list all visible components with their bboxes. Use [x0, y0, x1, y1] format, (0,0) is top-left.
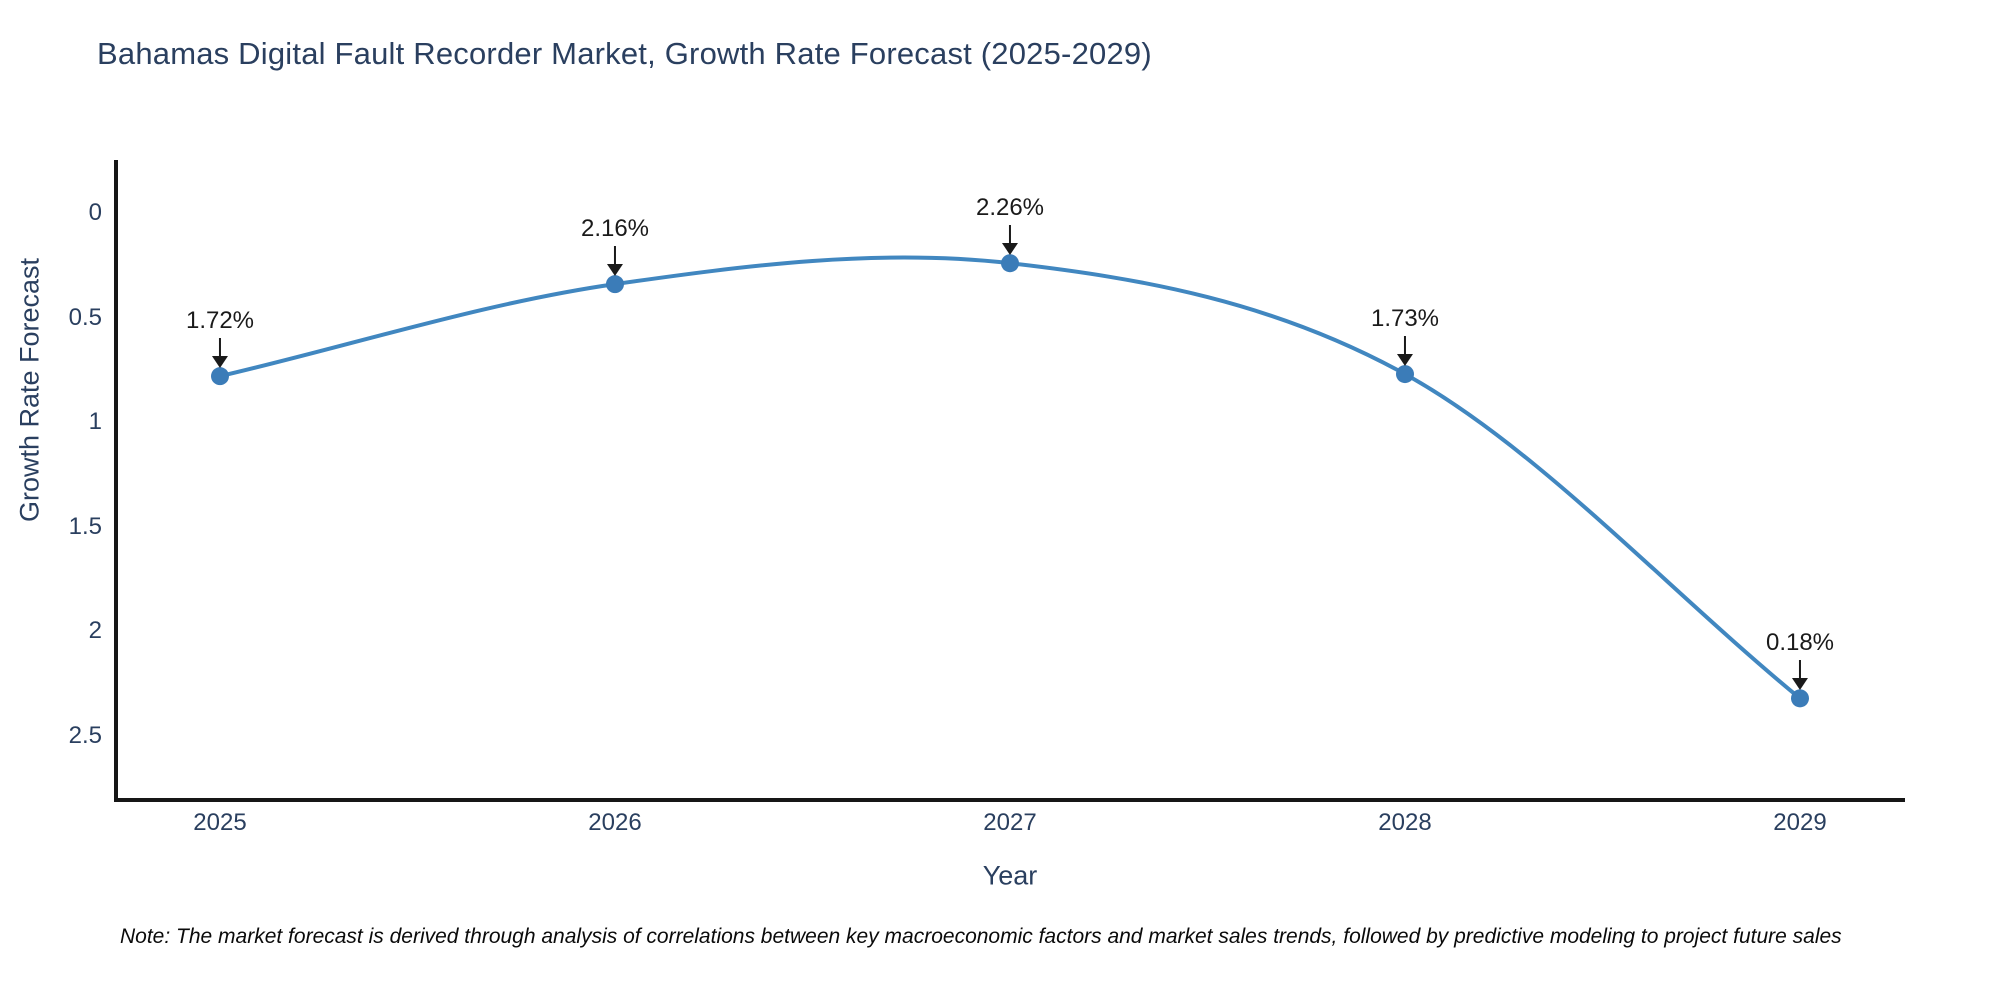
- x-tick-label: 2028: [1378, 809, 1432, 836]
- x-tick-label: 2026: [588, 809, 642, 836]
- y-tick-label: 1.5: [68, 512, 102, 540]
- arrow-shaft: [218, 337, 222, 357]
- point-annotation: 2.16%: [581, 215, 649, 276]
- arrow-shaft: [1403, 335, 1407, 355]
- x-tick-label: 2029: [1773, 809, 1827, 836]
- point-annotation: 0.18%: [1766, 629, 1834, 690]
- arrow-down-icon: [1792, 677, 1808, 690]
- arrow-down-icon: [607, 263, 623, 276]
- x-tick-label: 2027: [983, 809, 1037, 836]
- y-tick-label: 0.5: [68, 303, 102, 331]
- point-annotation: 2.26%: [976, 194, 1044, 255]
- y-tick-label: 2.5: [68, 722, 102, 749]
- point-value-label: 2.26%: [975, 194, 1045, 222]
- arrow-shaft: [1798, 659, 1802, 679]
- arrow-down-icon: [212, 355, 228, 368]
- series-markers: [211, 254, 1809, 708]
- point-annotation: 1.73%: [1371, 305, 1439, 366]
- data-point-marker: [211, 367, 229, 386]
- point-value-label: 2.16%: [580, 215, 650, 243]
- y-tick-label: 0: [88, 199, 102, 226]
- data-point-marker: [1791, 689, 1809, 708]
- data-point-marker: [606, 275, 624, 294]
- point-annotation: 1.72%: [186, 307, 254, 368]
- y-tick-label: 2: [88, 617, 102, 645]
- data-point-marker: [1001, 254, 1019, 273]
- point-value-label: 0.18%: [1765, 629, 1835, 657]
- point-value-label: 1.72%: [185, 307, 255, 335]
- chart-title: Bahamas Digital Fault Recorder Market, G…: [97, 36, 1152, 71]
- series-line: [218, 255, 1802, 701]
- footnote: Note: The market forecast is derived thr…: [120, 925, 1842, 948]
- y-tick-label: 1: [88, 408, 102, 436]
- point-value-label: 1.73%: [1370, 305, 1440, 333]
- arrow-shaft: [1008, 224, 1012, 244]
- x-axis-title: Year: [982, 860, 1038, 891]
- data-point-marker: [1396, 365, 1414, 384]
- arrow-down-icon: [1002, 242, 1018, 255]
- arrow-shaft: [613, 245, 617, 265]
- x-tick-label: 2025: [193, 809, 247, 836]
- arrow-down-icon: [1397, 353, 1413, 366]
